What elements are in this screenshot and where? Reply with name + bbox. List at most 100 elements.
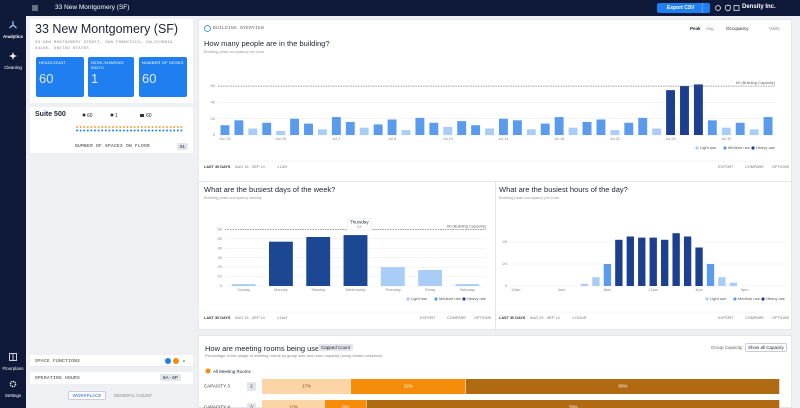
chart-subtitle: Building peak occupancy weekly: [204, 195, 262, 200]
seat-dot: [119, 126, 122, 128]
building-name: 33 New Montgomery (SF): [35, 22, 179, 36]
footer-action[interactable]: OPTIONS: [772, 316, 790, 320]
footer-action[interactable]: OPTIONS: [772, 165, 790, 169]
bar: [276, 130, 286, 135]
bar: [317, 129, 327, 135]
seat-dot: [108, 126, 111, 128]
footer-action[interactable]: COMPARE: [745, 316, 764, 320]
suite-count: 60: [87, 113, 93, 119]
bar: [262, 122, 272, 135]
footer-action[interactable]: COMPARE: [745, 165, 764, 169]
bar: [718, 277, 726, 286]
nav-item[interactable]: Settings: [4, 393, 22, 398]
seat-dot: [115, 129, 118, 132]
sidebar: Analytics Cleaning Floorplans Settings: [0, 16, 26, 408]
chart-subtitle: Building peak occupancy per hour: [204, 49, 265, 54]
x-tick-label: Jun 24: [219, 137, 230, 141]
nav-item[interactable]: Cleaning: [4, 65, 22, 70]
suite-count: 60: [146, 113, 152, 119]
overview-card: BUILDING OVERVIEW Peak Avg Occupancy Vis…: [198, 19, 793, 331]
seat-dot: [169, 129, 172, 132]
tooltip-label: Thursday: [350, 219, 370, 224]
topbar-icons[interactable]: [714, 4, 742, 12]
menu-icon[interactable]: [31, 4, 39, 12]
export-dropdown[interactable]: [702, 3, 710, 13]
bar: [580, 283, 589, 286]
function-icons: ▾: [165, 358, 185, 364]
seat-dot: [130, 126, 132, 128]
y-tick-label: 20: [211, 116, 216, 121]
y-tick-label: 60: [218, 226, 223, 231]
cleaning-icon: [9, 52, 17, 60]
tab[interactable]: WORKPLACE: [68, 391, 106, 400]
operating-hours-value: 8A - 6P: [160, 374, 181, 381]
seat-dot: [90, 129, 93, 132]
tooltip-value: 23: [357, 224, 362, 229]
bar: [721, 127, 731, 135]
legend-label: Light use: [700, 145, 717, 150]
hourly-chart: What are the busiest hours of the day?Bu…: [495, 185, 792, 320]
seat-dot: [79, 129, 82, 132]
metric[interactable]: Occupancy: [726, 26, 749, 31]
bar: [343, 235, 368, 286]
metric-label: Occupancy: [726, 26, 749, 31]
footer-dates: AUG 15 - SEP 14: [235, 165, 265, 169]
metric-label: Visits: [769, 26, 780, 31]
operating-hours-row[interactable]: OPERATING HOURS 8A - 6P: [30, 372, 193, 384]
seat-dot: [176, 126, 179, 128]
footer-action[interactable]: EXPORT: [718, 165, 734, 169]
bar: [661, 239, 669, 286]
bar: [380, 267, 405, 286]
capacity-label: 60 (Building Capacity): [447, 223, 487, 228]
bar: [592, 277, 600, 286]
nav-item[interactable]: Floorplans: [2, 366, 24, 371]
x-tick-label: Jul 18: [554, 137, 564, 141]
toggle[interactable]: Avg: [706, 26, 714, 31]
seat-dot: [148, 126, 150, 128]
y-tick-label: 40: [211, 99, 216, 104]
control[interactable]: Group Capacity: [711, 345, 743, 350]
metric[interactable]: Visits: [769, 26, 780, 31]
chart-title: What are the busiest hours of the day?: [499, 185, 628, 194]
capacity-label: 60 (Building Capacity): [736, 80, 776, 85]
count-badge-bg: [247, 382, 256, 391]
seat-dot: [112, 126, 114, 128]
chart-title: What are the busiest days of the week?: [204, 185, 335, 194]
space-functions-row[interactable]: SPACE FUNCTIONS ▾: [30, 355, 193, 367]
seat-dot: [133, 129, 136, 132]
seat-dot: [144, 129, 147, 132]
group-icon: [205, 368, 211, 374]
building-address: 33 NEW MONTGOMERY STREET, SAN FRANCISCO,…: [35, 41, 173, 51]
x-tick-label: 12am: [511, 288, 521, 292]
tab[interactable]: GENERAL COUNT: [113, 393, 153, 398]
legend-label: Medium use: [738, 296, 761, 301]
topbar-title: 33 New Montgomery (SF): [55, 4, 130, 11]
weekday-chart: What are the busiest days of the week?Bu…: [198, 185, 494, 320]
export-button[interactable]: Export CSV: [657, 3, 710, 13]
legend-label: Medium use: [728, 145, 751, 150]
footer-dates: AUG 15 - SEP 14: [235, 316, 265, 320]
toggle[interactable]: Peak: [690, 26, 701, 31]
bar: [707, 120, 717, 135]
y-tick-label: 30: [218, 255, 223, 260]
footer-action[interactable]: COMPARE: [447, 316, 466, 320]
bar: [582, 121, 592, 135]
bar: [485, 128, 494, 135]
seat-dot: [133, 126, 136, 128]
x-tick-label: Jun 28: [275, 137, 286, 141]
seat-dot: [108, 129, 111, 132]
seat-dot: [166, 126, 168, 128]
control[interactable]: Show all Capacity: [745, 343, 787, 352]
org-name[interactable]: Density Inc.: [742, 4, 776, 10]
nav-item[interactable]: Analytics: [2, 34, 23, 39]
seat-dot: [101, 126, 104, 128]
footer-action[interactable]: EXPORT: [718, 316, 734, 320]
bar: [649, 237, 657, 286]
bar: [638, 237, 646, 286]
footer-action[interactable]: EXPORT: [420, 316, 436, 320]
legend-swatch: [733, 297, 737, 301]
seat-dot: [115, 126, 118, 128]
bar: [626, 236, 634, 286]
footer-action[interactable]: OPTIONS: [474, 316, 492, 320]
count-badge-bg: [247, 403, 256, 408]
